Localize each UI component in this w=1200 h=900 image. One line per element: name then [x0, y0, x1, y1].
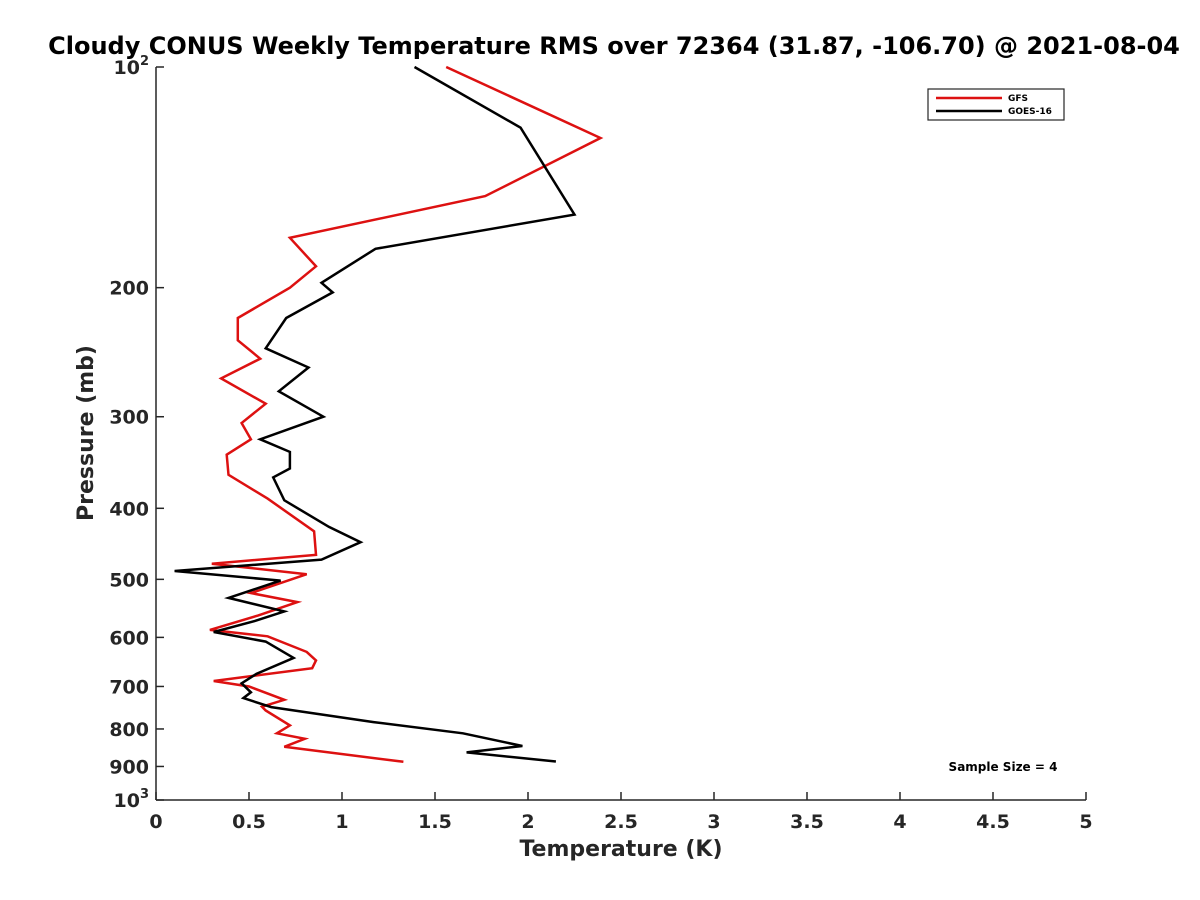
y-tick-label: 300: [109, 407, 149, 429]
x-tick-label: 2: [521, 811, 534, 833]
series-layer: [174, 65, 604, 764]
y-tick-label: 900: [109, 756, 149, 778]
legend: GFS GOES-16: [927, 88, 1065, 121]
x-axis-label: Temperature (K): [519, 837, 722, 862]
x-tick-label: 5: [1079, 811, 1092, 833]
plot-area: [156, 67, 1086, 800]
legend-label-goes16: GOES-16: [1008, 107, 1052, 117]
x-tick-label: 3: [707, 811, 720, 833]
y-tick-label: 700: [109, 676, 149, 698]
x-tick-label: 1: [335, 811, 348, 833]
x-tick-label: 4.5: [976, 811, 1010, 833]
y-tick-label: 400: [109, 498, 149, 520]
x-tick-label: 0.5: [232, 811, 266, 833]
y-axis-label: Pressure (mb): [74, 345, 99, 521]
series-line-goes16: [174, 65, 577, 763]
legend-label-gfs: GFS: [1008, 94, 1028, 104]
y-tick-label: 103: [114, 787, 150, 812]
x-tick-label: 3.5: [790, 811, 824, 833]
y-tick-label: 600: [109, 627, 149, 649]
chart-title: Cloudy CONUS Weekly Temperature RMS over…: [48, 32, 1180, 60]
x-tick-label: 1.5: [418, 811, 452, 833]
legend-box: [927, 88, 1065, 121]
x-ticks: 0 0.5 1 1.5 2 2.5 3 3.5 4 4.5 5: [149, 792, 1093, 833]
x-tick-label: 2.5: [604, 811, 638, 833]
y-tick-label: 500: [109, 569, 149, 591]
x-tick-label: 0: [149, 811, 162, 833]
y-tick-label: 800: [109, 719, 149, 741]
x-tick-label: 4: [893, 811, 906, 833]
y-tick-label: 200: [109, 278, 149, 300]
sample-size-annotation: Sample Size = 4: [949, 760, 1058, 774]
y-ticks: 102 200 300 400 500 600 700 800 900 103: [109, 54, 164, 812]
y-tick-label: 102: [114, 54, 150, 79]
